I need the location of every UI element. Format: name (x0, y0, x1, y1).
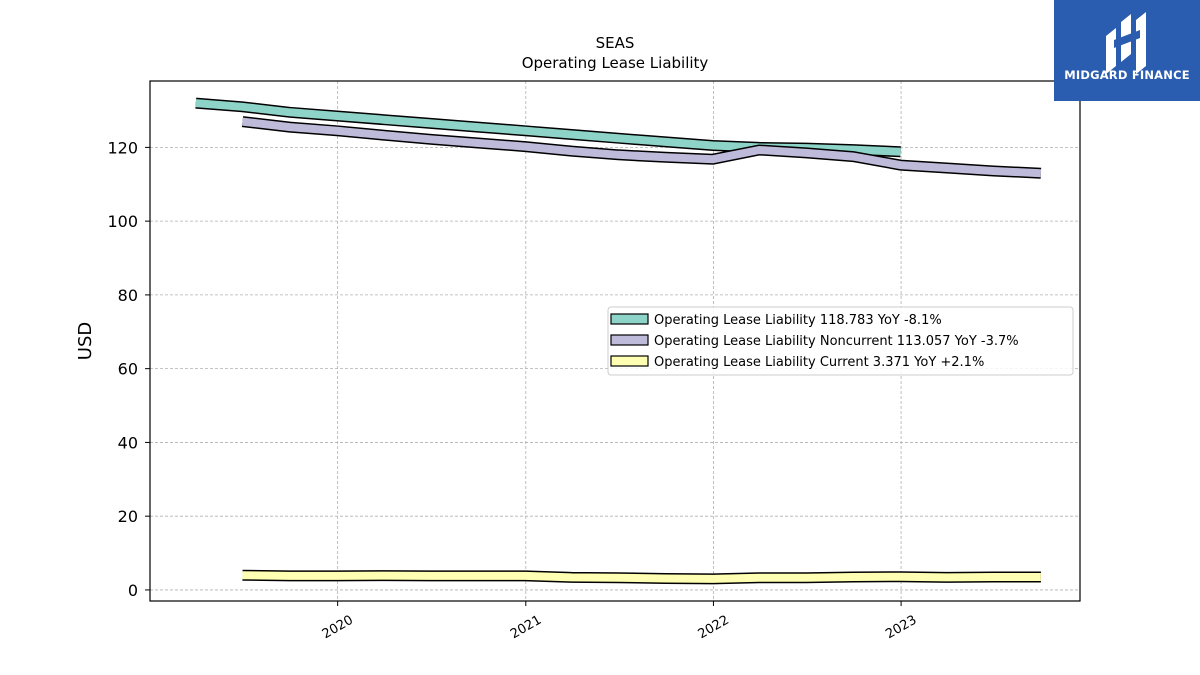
legend-swatch (610, 334, 649, 346)
series-line-1 (242, 117, 1042, 178)
x-tick-label: 2022 (696, 613, 732, 643)
legend-label: Operating Lease Liability Current 3.371 … (654, 355, 984, 370)
legend: Operating Lease Liability 118.783 YoY -8… (607, 306, 1074, 376)
x-tick-label: 2021 (508, 613, 544, 643)
y-axis-label: USD (75, 322, 96, 360)
chart-title: SEAS (596, 34, 635, 52)
grid (150, 81, 1080, 601)
axis-ticks: 0 20 40 60 80 100 120 2020 2021 2022 2023 (107, 138, 919, 642)
x-tick-label: 2023 (883, 613, 919, 643)
chart-subtitle: Operating Lease Liability (522, 54, 709, 72)
brand-logo: MIDGARD FINANCE (1054, 0, 1200, 101)
y-tick-label: 40 (118, 433, 138, 452)
series-layer (195, 97, 1042, 585)
logo-mark-icon (1106, 12, 1146, 74)
logo-text: MIDGARD FINANCE (1064, 68, 1190, 82)
y-tick-label: 60 (118, 360, 138, 379)
legend-box (607, 306, 1074, 376)
y-tick-label: 0 (128, 581, 138, 600)
x-tick-label: 2020 (320, 613, 356, 643)
y-tick-label: 80 (118, 286, 138, 305)
y-tick-label: 20 (118, 507, 138, 526)
y-tick-label: 100 (107, 212, 138, 231)
y-tick-label: 120 (107, 138, 138, 157)
plot-frame (149, 80, 1081, 602)
legend-label: Operating Lease Liability Noncurrent 113… (654, 334, 1019, 349)
legend-swatch (610, 355, 649, 367)
series-line-2 (242, 571, 1041, 583)
legend-label: Operating Lease Liability 118.783 YoY -8… (654, 313, 942, 328)
legend-swatch (610, 313, 649, 325)
